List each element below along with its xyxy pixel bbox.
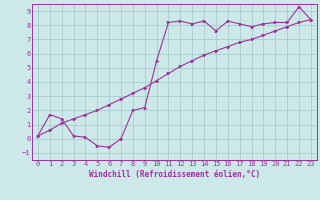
X-axis label: Windchill (Refroidissement éolien,°C): Windchill (Refroidissement éolien,°C) <box>89 170 260 179</box>
